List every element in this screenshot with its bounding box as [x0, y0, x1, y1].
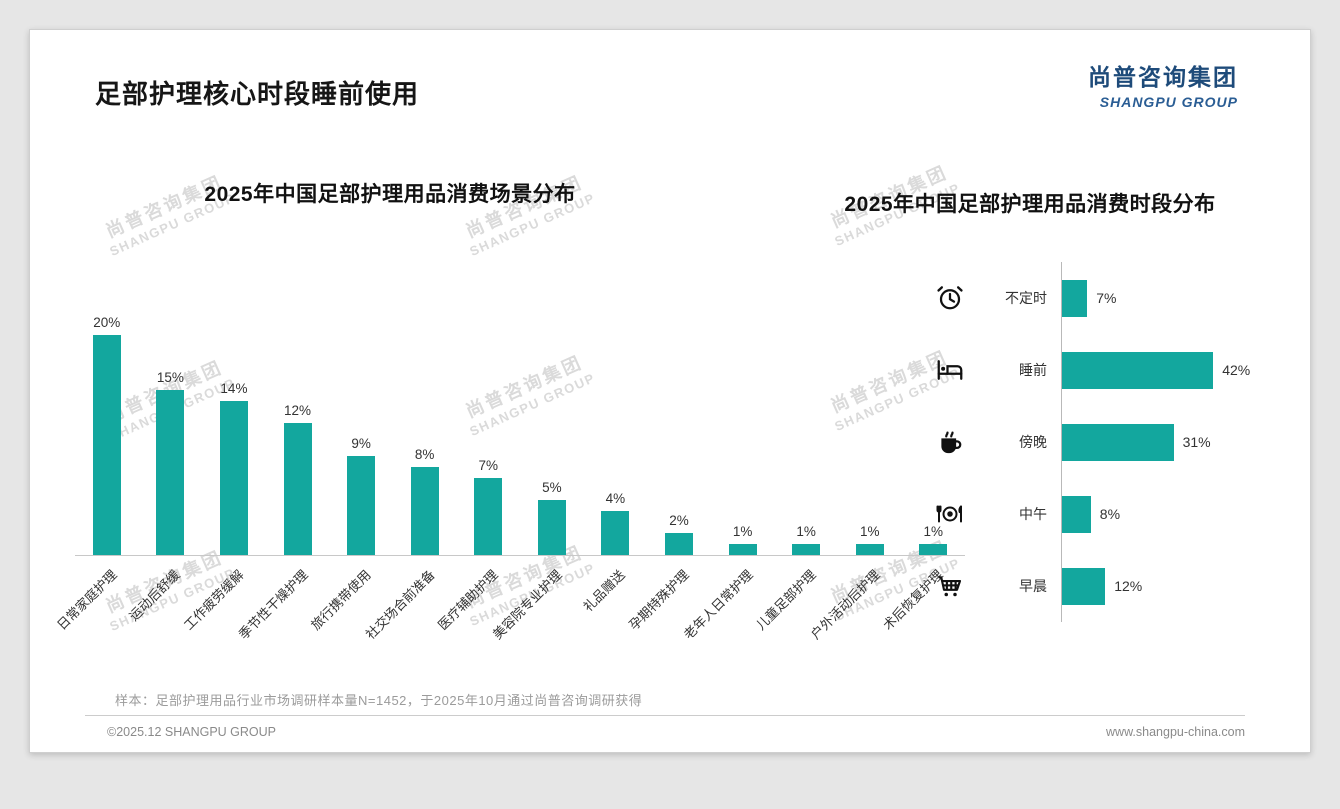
time-chart-title: 2025年中国足部护理用品消费时段分布: [844, 193, 1216, 216]
scene-bar-value: 5%: [542, 480, 562, 495]
scene-bar-group: 20% 日常家庭护理: [54, 280, 139, 633]
scene-bar-value: 1%: [796, 524, 816, 539]
scene-bar-group: 15% 运动后舒缓: [127, 280, 203, 624]
scene-bar-group: 9% 旅行携带使用: [308, 280, 393, 633]
bed-icon: [935, 355, 971, 385]
time-row: 中午 8%: [935, 478, 1307, 550]
scene-bar-value: 7%: [478, 458, 499, 473]
slide: 尚普咨询集团 SHANGPU GROUP 尚普咨询集团 SHANGPU GROUP 尚普…: [29, 29, 1311, 753]
coffee-icon: [935, 427, 971, 457]
scene-bar-group: 14% 工作疲劳缓解: [181, 280, 266, 633]
scene-bar-value: 4%: [605, 491, 626, 506]
scene-bar-group: 1% 儿童足部护理: [753, 280, 838, 633]
scene-bar-group: 2% 孕期特殊护理: [626, 280, 711, 633]
footer-website: www.shangpu-china.com: [1106, 725, 1245, 739]
scene-bar-group: 1% 老年人日常护理: [680, 280, 775, 642]
time-category-label: 傍晚: [1019, 434, 1047, 450]
scene-bar-value: 9%: [351, 436, 371, 451]
alarm-clock-icon: [935, 283, 971, 313]
footer-copyright: ©2025.12 SHANGPU GROUP: [107, 725, 276, 739]
time-bar: [1062, 567, 1106, 605]
time-row: 傍晚 31%: [935, 406, 1307, 478]
scene-bar: [92, 335, 121, 555]
time-category-label: 中午: [1019, 506, 1047, 522]
time-chart: 不定时 7% 睡前 42% 傍晚 31% 中午 8% 早晨 12%: [935, 262, 1307, 622]
time-category-label: 睡前: [1019, 362, 1047, 378]
time-bar: [1062, 351, 1214, 389]
time-row: 不定时 7%: [935, 262, 1307, 334]
scene-bar: [537, 500, 566, 555]
scene-bar-group: 5% 美容院专业护理: [490, 280, 584, 642]
time-category-label: 早晨: [1019, 578, 1047, 594]
company-logo: 尚普咨询集团 SHANGPU GROUP: [1088, 58, 1238, 110]
cart-icon: [935, 571, 971, 601]
scene-bar-value: 14%: [220, 381, 248, 396]
scene-bar-value: 15%: [156, 370, 184, 385]
scene-bar: [792, 544, 821, 555]
time-bar-value: 42%: [1222, 362, 1251, 378]
scene-chart: 20% 日常家庭护理 15% 运动后舒缓 14% 工作疲劳缓解 12% 季节性干燥护理 9% 旅行…: [54, 280, 966, 642]
time-bar-value: 12%: [1114, 578, 1143, 594]
scene-bar: [219, 401, 248, 555]
logo-en-text: SHANGPU GROUP: [1099, 94, 1238, 110]
time-bar-area: 42%: [1061, 334, 1307, 406]
time-bar: [1062, 279, 1088, 317]
time-category-label: 不定时: [1005, 290, 1047, 306]
scene-bar-value: 20%: [93, 315, 121, 330]
time-bar: [1062, 495, 1091, 533]
scene-bar: [283, 423, 312, 555]
scene-bar: [474, 478, 503, 555]
scene-bar: [601, 511, 630, 555]
time-bar-value: 8%: [1099, 506, 1121, 522]
scene-bar: [728, 544, 757, 555]
time-bar-area: 7%: [1061, 262, 1307, 334]
scene-bar-group: 12% 季节性干燥护理: [235, 280, 330, 642]
time-row: 早晨 12%: [935, 550, 1307, 622]
footer: ©2025.12 SHANGPU GROUP www.shangpu-china…: [85, 715, 1245, 739]
scene-chart-title: 2025年中国足部护理用品消费场景分布: [204, 183, 576, 206]
scene-bar-value: 8%: [414, 447, 435, 462]
time-bar-area: 12%: [1061, 550, 1307, 622]
scene-bar-value: 2%: [669, 513, 689, 528]
time-bar-area: 8%: [1061, 478, 1307, 550]
time-row: 睡前 42%: [935, 334, 1307, 406]
time-bar-value: 7%: [1096, 290, 1117, 306]
scene-bar: [347, 456, 376, 555]
scene-bar: [410, 467, 439, 555]
scene-bar-group: 1% 户外活动后护理: [807, 280, 902, 642]
scene-bar-group: 8% 社交场合前准备: [362, 280, 457, 642]
scene-bar-value: 1%: [923, 524, 944, 539]
scene-bar: [855, 544, 884, 555]
time-bar-value: 31%: [1182, 434, 1211, 450]
scene-bar: [156, 390, 185, 555]
sample-note: 样本：足部护理用品行业市场调研样本量N=1452，于2025年10月通过尚普咨询…: [115, 693, 643, 708]
scene-bar-value: 1%: [732, 524, 753, 539]
meal-icon: [935, 499, 971, 529]
scene-bar-group: 7% 医疗辅助护理: [435, 280, 520, 633]
page-title: 足部护理核心时段睡前使用: [95, 79, 420, 109]
scene-bar: [664, 533, 693, 555]
scene-bar-value: 12%: [284, 403, 312, 418]
time-bar-area: 31%: [1061, 406, 1307, 478]
scene-bar-group: 1% 术后恢复护理: [880, 280, 966, 633]
logo-cn-text: 尚普咨询集团: [1088, 64, 1238, 90]
scene-bar: [919, 544, 948, 555]
scene-bar-value: 1%: [859, 524, 880, 539]
time-bar: [1062, 423, 1174, 461]
scene-bar-group: 4% 礼品赠送: [581, 280, 648, 615]
